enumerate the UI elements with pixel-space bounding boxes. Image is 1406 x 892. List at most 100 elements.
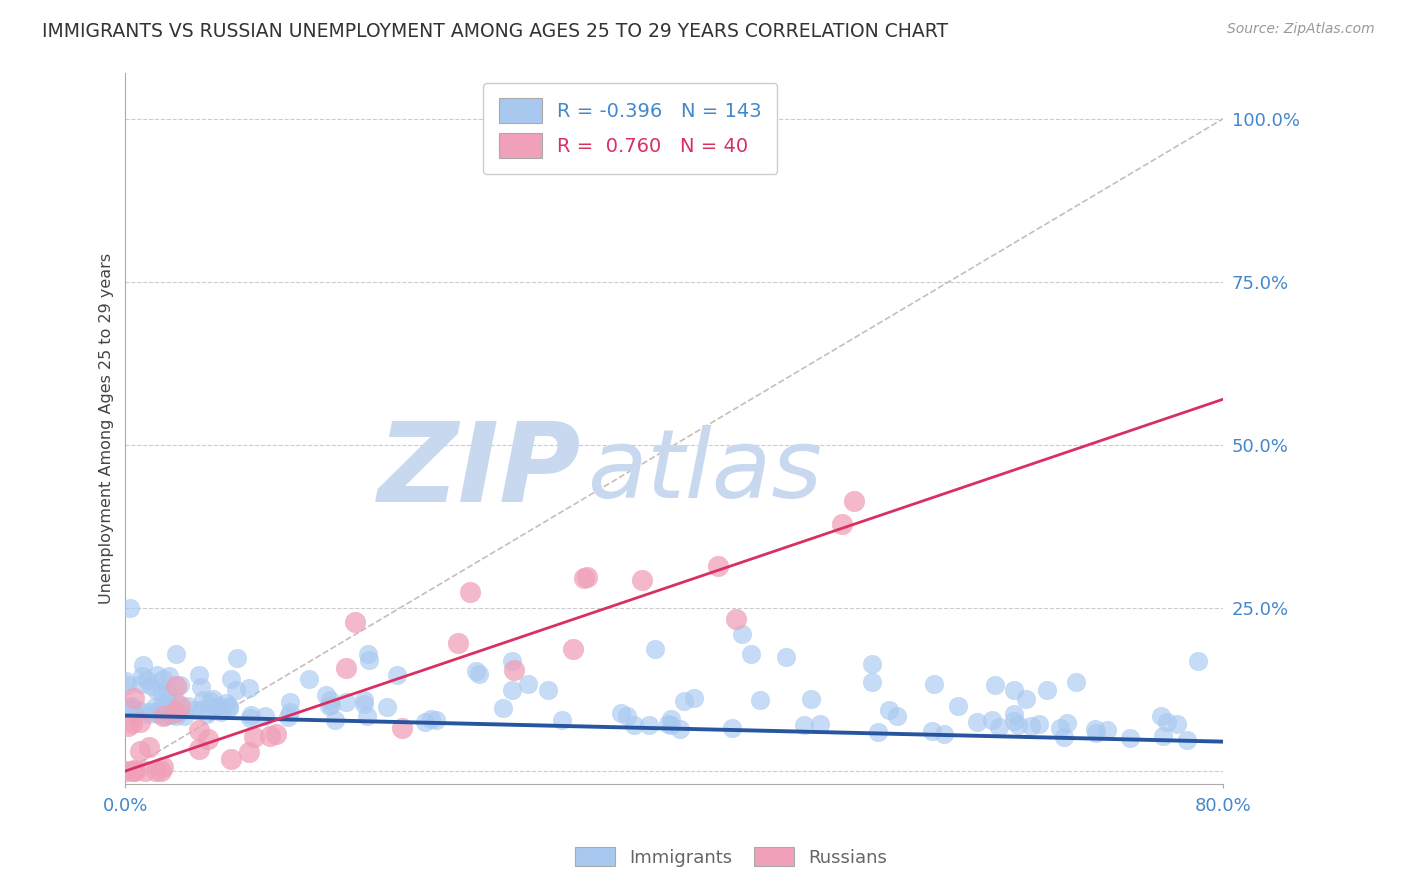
Y-axis label: Unemployment Among Ages 25 to 29 years: Unemployment Among Ages 25 to 29 years [100,253,114,604]
Point [259,729,281,743]
Point [138,739,160,754]
Point [357,647,380,661]
Point [862,657,884,671]
Point [238,681,260,696]
Point [868,725,890,739]
Point [1049,721,1071,735]
Point [1085,725,1108,739]
Point [1175,732,1198,747]
Point [672,694,695,708]
Point [143,700,166,714]
Point [1002,683,1025,698]
Point [932,727,955,741]
Point [657,717,679,731]
Point [877,703,900,717]
Point [1149,708,1171,723]
Point [465,665,488,679]
Point [1019,719,1042,733]
Point [1028,716,1050,731]
Point [921,723,943,738]
Point [169,698,191,713]
Point [1014,692,1036,706]
Point [966,714,988,729]
Point [318,699,340,714]
Point [215,697,238,711]
Point [121,715,143,730]
Point [323,714,346,728]
Point [631,573,654,587]
Point [1053,730,1076,744]
Point [209,706,232,720]
Point [131,669,153,683]
Point [447,636,470,650]
Point [616,709,638,723]
Point [298,672,321,686]
Point [157,668,180,682]
Point [195,706,218,721]
Point [120,700,142,714]
Point [156,695,179,709]
Point [808,717,831,731]
Point [115,764,138,778]
Point [240,707,263,722]
Point [136,706,159,720]
Point [162,707,184,722]
Text: atlas: atlas [586,425,821,517]
Point [637,718,659,732]
Point [610,706,633,720]
Point [623,718,645,732]
Point [162,702,184,716]
Point [152,701,174,715]
Point [1152,729,1174,743]
Point [156,686,179,700]
Point [748,693,770,707]
Point [387,668,409,682]
Text: Source: ZipAtlas.com: Source: ZipAtlas.com [1227,22,1375,37]
Point [1097,723,1119,737]
Point [492,700,515,714]
Point [886,709,908,723]
Point [988,720,1011,734]
Point [188,742,211,756]
Point [740,647,762,661]
Point [353,692,375,706]
Point [145,764,167,778]
Point [517,677,540,691]
Point [152,760,174,774]
Point [124,708,146,723]
Point [278,705,301,719]
Point [160,708,183,723]
Point [572,571,595,585]
Point [344,615,367,629]
Point [1187,654,1209,668]
Point [150,686,173,700]
Point [984,678,1007,692]
Point [501,654,523,668]
Point [153,709,176,723]
Point [138,706,160,721]
Point [152,672,174,686]
Point [375,700,398,714]
Point [156,702,179,716]
Point [1002,714,1025,728]
Point [225,682,247,697]
Point [831,517,853,532]
Point [165,648,187,662]
Point [793,718,815,732]
Point [150,699,173,714]
Point [121,700,143,714]
Legend: R = -0.396   N = 143, R =  0.760   N = 40: R = -0.396 N = 143, R = 0.760 N = 40 [484,83,778,174]
Point [659,713,682,727]
Point [1064,675,1087,690]
Point [277,710,299,724]
Point [193,692,215,706]
Point [169,678,191,692]
Point [254,708,277,723]
Point [120,699,142,714]
Point [177,699,200,714]
Point [391,721,413,735]
Point [146,683,169,698]
Point [775,649,797,664]
Legend: Immigrants, Russians: Immigrants, Russians [568,840,894,874]
Point [280,695,302,709]
